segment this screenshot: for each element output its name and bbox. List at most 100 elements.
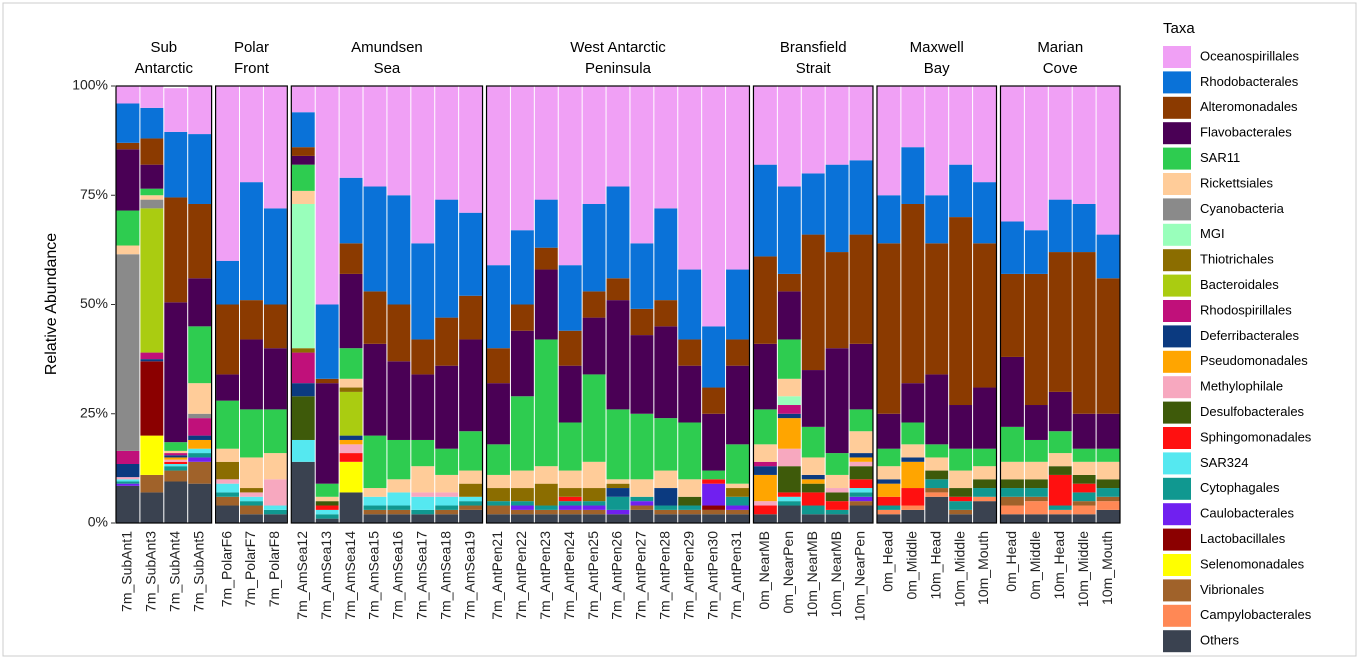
- bar-segment: [240, 514, 263, 523]
- bar-segment: [216, 492, 240, 497]
- bar-segment: [606, 278, 630, 301]
- bar-segment: [188, 86, 212, 135]
- bar-segment: [753, 474, 777, 502]
- bar-segment: [216, 448, 240, 462]
- bar-segment: [949, 501, 973, 510]
- bar-segment: [1096, 234, 1120, 279]
- legend-title: Taxa: [1163, 20, 1195, 37]
- bar-segment: [164, 466, 188, 471]
- bar-segment: [1048, 199, 1072, 253]
- bar-segment: [877, 483, 901, 497]
- bar-segment: [188, 203, 212, 279]
- bar-segment: [534, 505, 558, 510]
- bar-segment: [949, 405, 973, 449]
- bar-segment: [339, 444, 363, 454]
- bar-segment: [654, 509, 678, 515]
- bar-segment: [558, 509, 582, 515]
- bar-segment: [363, 435, 387, 489]
- x-tick-label: 10m_Middle: [1075, 531, 1091, 607]
- bar-segment: [435, 474, 459, 493]
- bar-segment: [726, 505, 749, 510]
- bar-segment: [188, 453, 212, 458]
- bar-segment: [1024, 405, 1048, 440]
- bar-segment: [606, 86, 630, 187]
- bar-segment: [582, 291, 606, 318]
- legend-label: MGI: [1200, 226, 1225, 241]
- legend-key: [1163, 528, 1191, 551]
- legend-key: [1163, 503, 1191, 526]
- bar-segment: [973, 501, 996, 523]
- legend-label: Cytophagales: [1200, 480, 1280, 495]
- bar-segment: [510, 304, 534, 331]
- bar-segment: [801, 514, 825, 523]
- bar-segment: [702, 483, 726, 506]
- x-tick-label: 7m_AntPen24: [561, 531, 577, 620]
- bar-segment: [291, 112, 315, 148]
- x-tick-label: 0m_NearPen: [780, 531, 796, 614]
- bar-segment: [606, 479, 630, 484]
- bar-segment: [534, 247, 558, 270]
- bar-segment: [777, 505, 801, 523]
- bar-segment: [702, 470, 726, 480]
- bar-segment: [925, 496, 949, 523]
- bar-segment: [140, 188, 164, 196]
- panel-border: [752, 85, 874, 524]
- bar-segment: [849, 86, 873, 161]
- bar-segment: [510, 501, 534, 506]
- y-tick-label: 50%: [80, 295, 108, 311]
- bar-segment: [1096, 461, 1120, 480]
- bar-segment: [973, 86, 996, 183]
- bar-segment: [1096, 86, 1120, 235]
- bar-segment: [726, 444, 749, 484]
- bar-segment: [291, 203, 315, 349]
- bar-segment: [849, 466, 873, 480]
- bar-segment: [582, 488, 606, 502]
- legend-key: [1163, 300, 1191, 322]
- bar-segment: [216, 260, 240, 305]
- bar-segment: [582, 203, 606, 292]
- bar-segment: [315, 86, 339, 305]
- bar-segment: [777, 378, 801, 397]
- bar-segment: [188, 326, 212, 384]
- legend-key: [1163, 96, 1191, 119]
- bar-segment: [291, 155, 315, 165]
- bar-segment: [387, 514, 411, 523]
- bar-segment: [435, 448, 459, 475]
- bar-segment: [411, 243, 435, 340]
- bar-segment: [339, 273, 363, 349]
- bar-segment: [1096, 488, 1120, 497]
- bar-segment: [240, 339, 263, 410]
- bar-segment: [849, 492, 873, 497]
- bar-segment: [1024, 514, 1048, 523]
- bar-segment: [339, 378, 363, 388]
- bar-segment: [849, 457, 873, 462]
- bar-segment: [654, 470, 678, 489]
- bar-segment: [411, 509, 435, 515]
- bar-segment: [363, 509, 387, 515]
- bar-segment: [606, 186, 630, 279]
- legend-key: [1163, 452, 1191, 475]
- bar-segment: [510, 514, 534, 523]
- bar-segment: [801, 492, 825, 506]
- bar-segment: [1048, 86, 1072, 200]
- x-tick-label: 7m_AmSea18: [437, 531, 453, 620]
- bar-segment: [188, 413, 212, 419]
- legend-key: [1163, 376, 1191, 399]
- bar-segment: [901, 488, 925, 506]
- bar-segment: [1048, 391, 1072, 432]
- bar-segment: [291, 439, 315, 462]
- bar-segment: [339, 492, 363, 523]
- bar-segment: [849, 160, 873, 235]
- bar-segment: [1024, 479, 1048, 489]
- bar-segment: [116, 210, 140, 246]
- bar-segment: [459, 470, 483, 484]
- bar-segment: [387, 509, 411, 515]
- x-tick-label: 10m_NearPen: [852, 531, 868, 621]
- bar-segment: [435, 317, 459, 366]
- bar-segment: [487, 86, 510, 266]
- bar-segment: [263, 348, 287, 410]
- bar-segment: [654, 488, 678, 506]
- bar-segment: [534, 483, 558, 506]
- bar-segment: [606, 514, 630, 523]
